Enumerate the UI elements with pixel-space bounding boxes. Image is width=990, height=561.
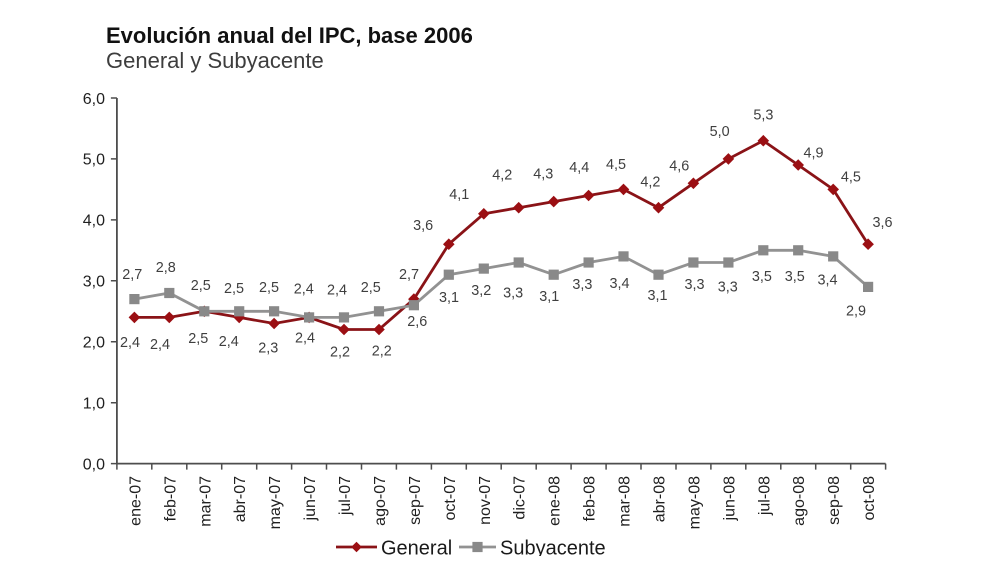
svg-text:2,5: 2,5	[191, 278, 211, 294]
svg-text:3,1: 3,1	[439, 290, 459, 306]
svg-text:may-07: may-07	[267, 476, 284, 529]
svg-text:2,6: 2,6	[407, 314, 427, 330]
svg-text:3,4: 3,4	[609, 276, 629, 292]
svg-text:feb-07: feb-07	[162, 476, 179, 521]
svg-text:2,4: 2,4	[120, 335, 140, 351]
svg-text:abr-07: abr-07	[232, 476, 249, 522]
svg-text:3,6: 3,6	[872, 215, 892, 231]
svg-text:sep-07: sep-07	[407, 476, 424, 525]
svg-text:3,5: 3,5	[752, 269, 772, 285]
svg-text:6,0: 6,0	[83, 91, 105, 108]
svg-text:3,1: 3,1	[539, 289, 559, 305]
svg-text:4,2: 4,2	[492, 168, 512, 184]
svg-text:2,9: 2,9	[846, 304, 866, 320]
svg-text:3,1: 3,1	[647, 288, 667, 304]
svg-text:2,8: 2,8	[156, 260, 176, 276]
svg-text:3,2: 3,2	[471, 283, 491, 299]
svg-text:abr-08: abr-08	[652, 476, 669, 522]
svg-text:2,4: 2,4	[294, 282, 314, 298]
svg-text:3,4: 3,4	[817, 272, 837, 288]
svg-text:2,7: 2,7	[399, 267, 419, 283]
svg-text:oct-07: oct-07	[442, 476, 459, 521]
svg-text:3,3: 3,3	[684, 277, 704, 293]
svg-text:Subyacente: Subyacente	[500, 538, 606, 557]
svg-text:4,5: 4,5	[841, 169, 861, 185]
svg-text:ene-07: ene-07	[127, 476, 144, 526]
svg-text:2,0: 2,0	[83, 335, 105, 352]
svg-text:4,9: 4,9	[803, 145, 823, 161]
svg-text:ago-07: ago-07	[372, 476, 389, 526]
svg-text:2,4: 2,4	[219, 334, 239, 350]
svg-text:may-08: may-08	[686, 476, 703, 529]
svg-text:4,5: 4,5	[606, 157, 626, 173]
svg-text:4,3: 4,3	[533, 167, 553, 183]
svg-text:4,2: 4,2	[640, 174, 660, 190]
svg-text:feb-08: feb-08	[582, 476, 599, 521]
svg-text:2,2: 2,2	[372, 344, 392, 360]
svg-text:3,6: 3,6	[413, 218, 433, 234]
svg-text:jul-07: jul-07	[337, 476, 354, 516]
svg-text:5,0: 5,0	[83, 152, 105, 169]
svg-text:4,6: 4,6	[669, 158, 689, 174]
svg-text:0,0: 0,0	[83, 456, 105, 473]
svg-text:2,3: 2,3	[258, 341, 278, 357]
svg-text:General y Subyacente: General y Subyacente	[106, 48, 324, 73]
svg-text:2,7: 2,7	[122, 267, 142, 283]
svg-text:3,5: 3,5	[785, 269, 805, 285]
svg-text:mar-08: mar-08	[617, 476, 634, 527]
svg-text:5,3: 5,3	[753, 108, 773, 124]
svg-text:Evolución anual del IPC, base: Evolución anual del IPC, base 2006	[106, 23, 473, 48]
svg-text:jun-08: jun-08	[721, 476, 738, 522]
svg-text:2,5: 2,5	[259, 280, 279, 296]
svg-text:mar-07: mar-07	[197, 476, 214, 527]
svg-text:2,5: 2,5	[188, 331, 208, 347]
svg-text:jun-07: jun-07	[302, 476, 319, 522]
svg-text:1,0: 1,0	[83, 396, 105, 413]
svg-text:3,0: 3,0	[83, 274, 105, 291]
svg-text:2,5: 2,5	[224, 281, 244, 297]
svg-text:4,1: 4,1	[449, 187, 469, 203]
svg-text:nov-07: nov-07	[477, 476, 494, 525]
svg-text:2,4: 2,4	[150, 337, 170, 353]
svg-text:ene-08: ene-08	[547, 476, 564, 526]
svg-text:2,5: 2,5	[361, 280, 381, 296]
svg-text:jul-08: jul-08	[756, 476, 773, 516]
svg-text:sep-08: sep-08	[826, 476, 843, 525]
svg-text:5,0: 5,0	[710, 124, 730, 140]
svg-text:3,3: 3,3	[503, 286, 523, 302]
svg-text:4,0: 4,0	[83, 213, 105, 230]
svg-text:oct-08: oct-08	[861, 476, 878, 521]
svg-text:dic-07: dic-07	[512, 476, 529, 520]
svg-text:2,2: 2,2	[330, 345, 350, 361]
svg-text:General: General	[381, 538, 452, 557]
svg-text:4,4: 4,4	[569, 160, 589, 176]
svg-text:2,4: 2,4	[327, 283, 347, 299]
svg-text:2,4: 2,4	[295, 331, 315, 347]
svg-text:3,3: 3,3	[572, 277, 592, 293]
svg-text:ago-08: ago-08	[791, 476, 808, 526]
svg-text:3,3: 3,3	[718, 279, 738, 295]
